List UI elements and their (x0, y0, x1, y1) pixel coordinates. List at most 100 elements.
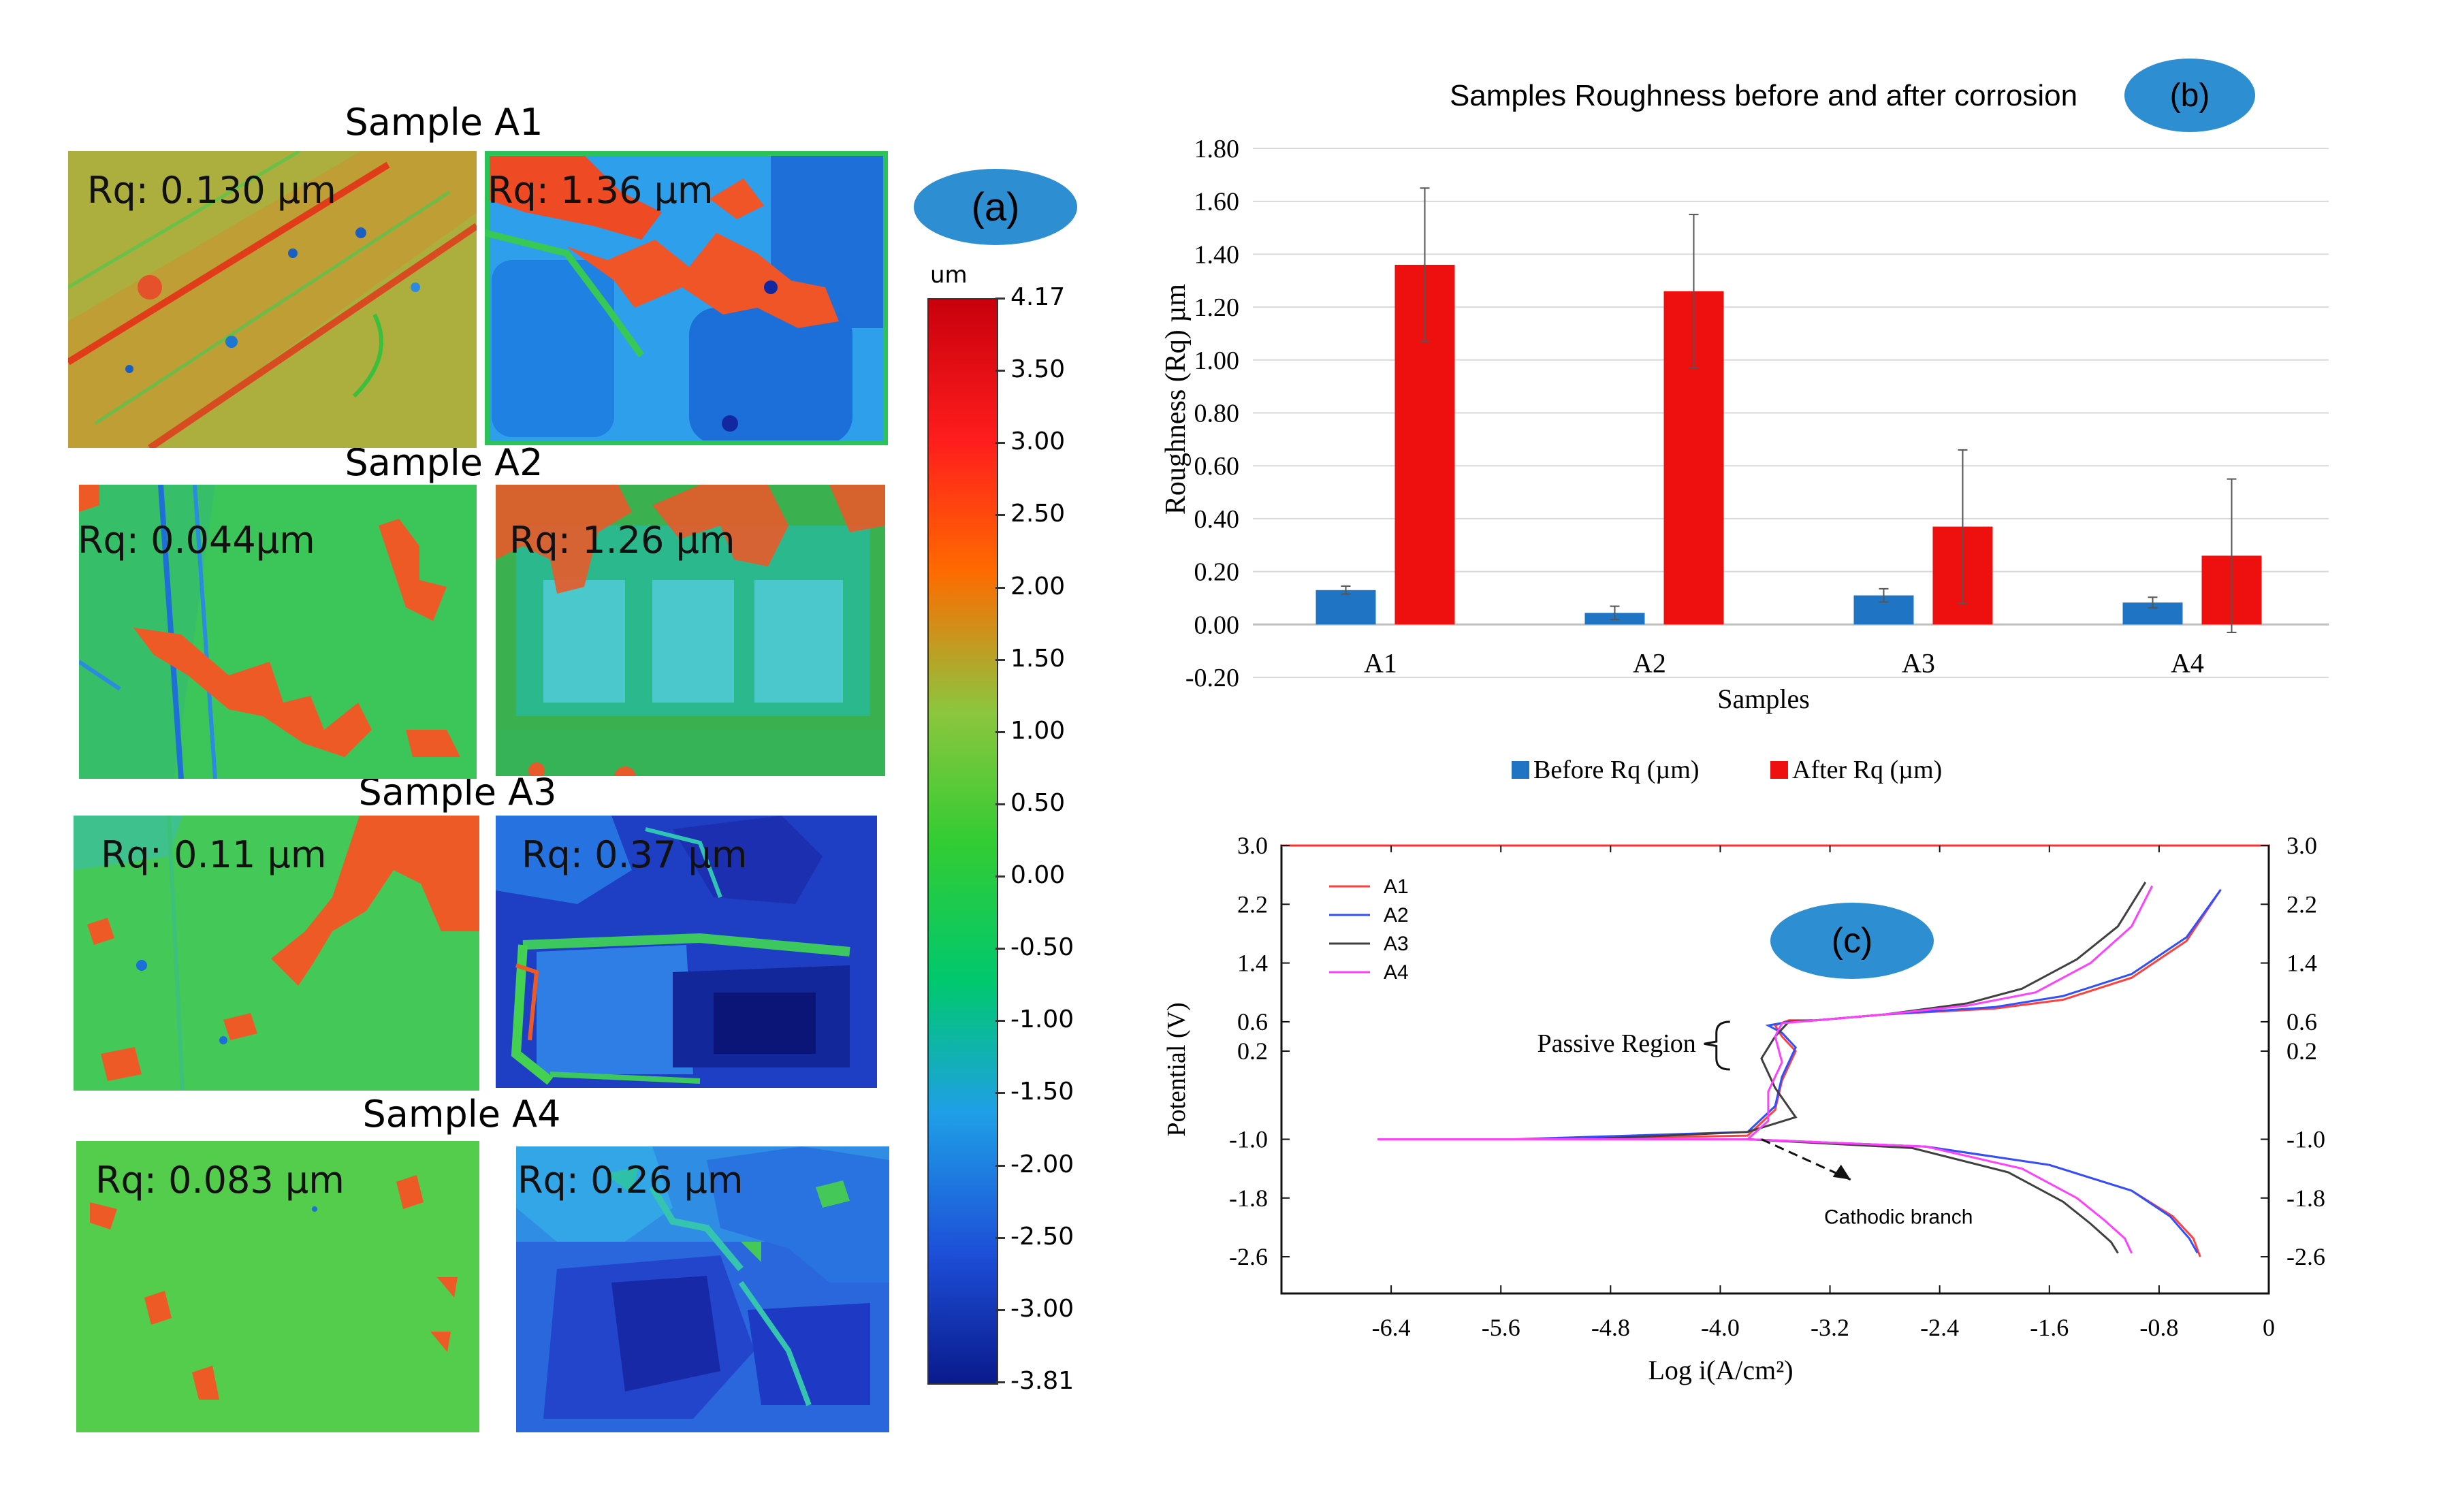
rq-a2-after: Rq: 1.26 µm (509, 519, 735, 562)
chart-c-xlabel: Log i(A/cm²) (1648, 1355, 1793, 1385)
colorbar-tick-mark (995, 658, 1005, 661)
chart-b-category-label: A2 (1633, 647, 1666, 678)
chart-b-legend-swatch (1512, 761, 1529, 779)
chart-c-ytick-label-right: -1.8 (2286, 1185, 2325, 1212)
chart-c-ytick-label-right: 0.6 (2286, 1008, 2317, 1035)
chart-c-xtick-label: -5.6 (1482, 1314, 1520, 1341)
colorbar-tick-mark (995, 875, 1005, 878)
chart-c-ytick-label: -1.0 (1229, 1125, 1268, 1153)
chart-b-category-label: A1 (1364, 647, 1397, 678)
colorbar-ticks: 4.17 3.50 3.00 2.50 2.00 1.50 1.00 0.50 0.00 -0.5… (995, 283, 1096, 1395)
roughness-map-a2-after (496, 485, 885, 776)
chart-b-title: Samples Roughness before and after corro… (1450, 79, 2077, 112)
rq-a4-before: Rq: 0.083 µm (95, 1159, 345, 1202)
colorbar-tick-label: 0.00 (1010, 861, 1066, 890)
rq-a1-before: Rq: 0.130 µm (87, 169, 336, 212)
colorbar-tick-mark (995, 442, 1005, 445)
colorbar-tick-label: -3.00 (1010, 1294, 1074, 1323)
chart-c-ytick-label-right: 2.2 (2286, 890, 2317, 918)
colorbar-tick-label: -3.81 (1010, 1367, 1074, 1395)
panel-a-label-text: (a) (971, 184, 1020, 229)
chart-c-ytick-label-right: -1.0 (2286, 1125, 2325, 1153)
chart-b-legend-label: Before Rq (µm) (1533, 756, 1700, 784)
colorbar-tick-mark (995, 297, 1005, 300)
colorbar-tick-label: 0.50 (1010, 788, 1066, 817)
sample-a1-title: Sample A1 (345, 101, 543, 144)
panel-a-label: (a) (914, 169, 1077, 245)
colorbar-tick-label: 3.00 (1010, 428, 1066, 456)
panel-c-label: (c) (1770, 903, 1934, 979)
roughness-map-a3-before (74, 816, 479, 1091)
chart-c-legend-label: A3 (1384, 933, 1409, 955)
colorbar-tick-mark (995, 1236, 1005, 1239)
chart-c-passive-brace (1704, 1020, 1730, 1071)
chart-b-ytick-label: 0.80 (1194, 400, 1240, 428)
chart-c-legend-label: A4 (1384, 961, 1409, 984)
chart-c-cathodic-arrowhead (1832, 1164, 1851, 1180)
colorbar-tick-mark (995, 370, 1005, 372)
roughness-map-a1-after (485, 151, 888, 445)
chart-c-frame (1280, 844, 2270, 1295)
panel-c-label-text: (c) (1831, 921, 1873, 961)
chart-c-ytick-label: 0.2 (1237, 1038, 1268, 1065)
roughness-bar-chart: Samples Roughness before and after corro… (1160, 79, 2329, 784)
colorbar-tick-mark (995, 1164, 1005, 1167)
colorbar-tick-label: 2.00 (1010, 572, 1066, 600)
colorbar-tick-mark (995, 1092, 1005, 1095)
roughness-map-a3-after (496, 816, 877, 1088)
roughness-map-a1-before (68, 151, 477, 448)
roughness-map-a4-after (516, 1146, 889, 1432)
chart-c-ytick-label: 3.0 (1237, 832, 1268, 859)
colorbar-tick-mark (995, 730, 1005, 733)
colorbar-tick-mark (995, 514, 1005, 517)
rq-a1-after: Rq: 1.36 µm (488, 169, 714, 212)
panel-b-label: (b) (2124, 59, 2255, 132)
chart-b-ytick-label: 0.20 (1194, 558, 1240, 587)
chart-b-legend-swatch (1770, 761, 1788, 779)
colorbar-tick-label: 3.50 (1010, 355, 1066, 384)
chart-c-ytick-label: 1.4 (1237, 950, 1268, 977)
rq-a3-after: Rq: 0.37 µm (522, 833, 748, 876)
chart-b-ytick-label: 1.80 (1194, 135, 1240, 163)
rq-a2-before: Rq: 0.044µm (78, 519, 315, 562)
chart-b-legend-label: After Rq (µm) (1792, 756, 1942, 784)
chart-c-xtick-label: -6.4 (1372, 1314, 1411, 1341)
panel-a: Sample A1 Sample A2 Sample A3 Sample A4 … (0, 0, 1103, 1509)
colorbar-tick-label: 1.00 (1010, 716, 1066, 745)
chart-b-ylabel: Roughness (Rq) µm (1160, 284, 1192, 515)
chart-b-ytick-label: 0.60 (1194, 452, 1240, 481)
chart-c-anodic-curve-A4 (1377, 885, 2154, 1140)
colorbar-tick-mark (995, 1020, 1005, 1023)
chart-c-ytick-label-right: 1.4 (2286, 950, 2317, 977)
chart-c-ytick-label: 2.2 (1237, 890, 1268, 918)
chart-c-cathodic-curve-A3 (1747, 1138, 2119, 1254)
chart-c-ytick-label: 0.6 (1237, 1008, 1268, 1035)
colorbar-tick-label: 1.50 (1010, 644, 1066, 673)
sample-a4-title: Sample A4 (362, 1093, 561, 1136)
chart-c-ytick-label-right: 0.2 (2286, 1038, 2317, 1065)
chart-c-cathodic-label: Cathodic branch (1824, 1206, 1973, 1229)
chart-b-ytick-label: 0.00 (1194, 611, 1240, 639)
colorbar (927, 298, 998, 1385)
chart-b-ytick-label: 1.60 (1194, 188, 1240, 216)
chart-b-xlabel: Samples (1717, 683, 1810, 714)
chart-c-xtick-label: -4.8 (1591, 1314, 1630, 1341)
colorbar-tick-label: 2.50 (1010, 500, 1066, 528)
rq-a4-after: Rq: 0.26 µm (517, 1159, 744, 1202)
rq-a3-before: Rq: 0.11 µm (101, 833, 327, 876)
chart-b-category-label: A4 (2171, 647, 2204, 678)
chart-b-ytick-label: 1.40 (1194, 240, 1240, 269)
chart-c-xtick-label: -0.8 (2139, 1314, 2178, 1341)
panel-b-label-text: (b) (2169, 77, 2210, 114)
colorbar-unit: um (930, 261, 968, 289)
colorbar-tick-label: -1.00 (1010, 1006, 1074, 1034)
chart-c-legend-label: A1 (1384, 875, 1409, 898)
roughness-map-a4-before (76, 1141, 479, 1432)
chart-b-ytick-label: 0.40 (1194, 505, 1240, 534)
chart-b-ytick-label: -0.20 (1185, 664, 1239, 692)
colorbar-tick-label: -1.50 (1010, 1078, 1074, 1106)
chart-c-cathodic-curve-A4 (1747, 1138, 2133, 1254)
chart-c-ytick-label: -1.8 (1229, 1185, 1268, 1212)
panel-c: -6.4 -5.6 -4.8 -4.0 -3.2 -2.4 -1.6 -0.8 0 3.0 3.0 2… (1117, 803, 2439, 1509)
chart-b-category-label: A3 (1902, 647, 1935, 678)
